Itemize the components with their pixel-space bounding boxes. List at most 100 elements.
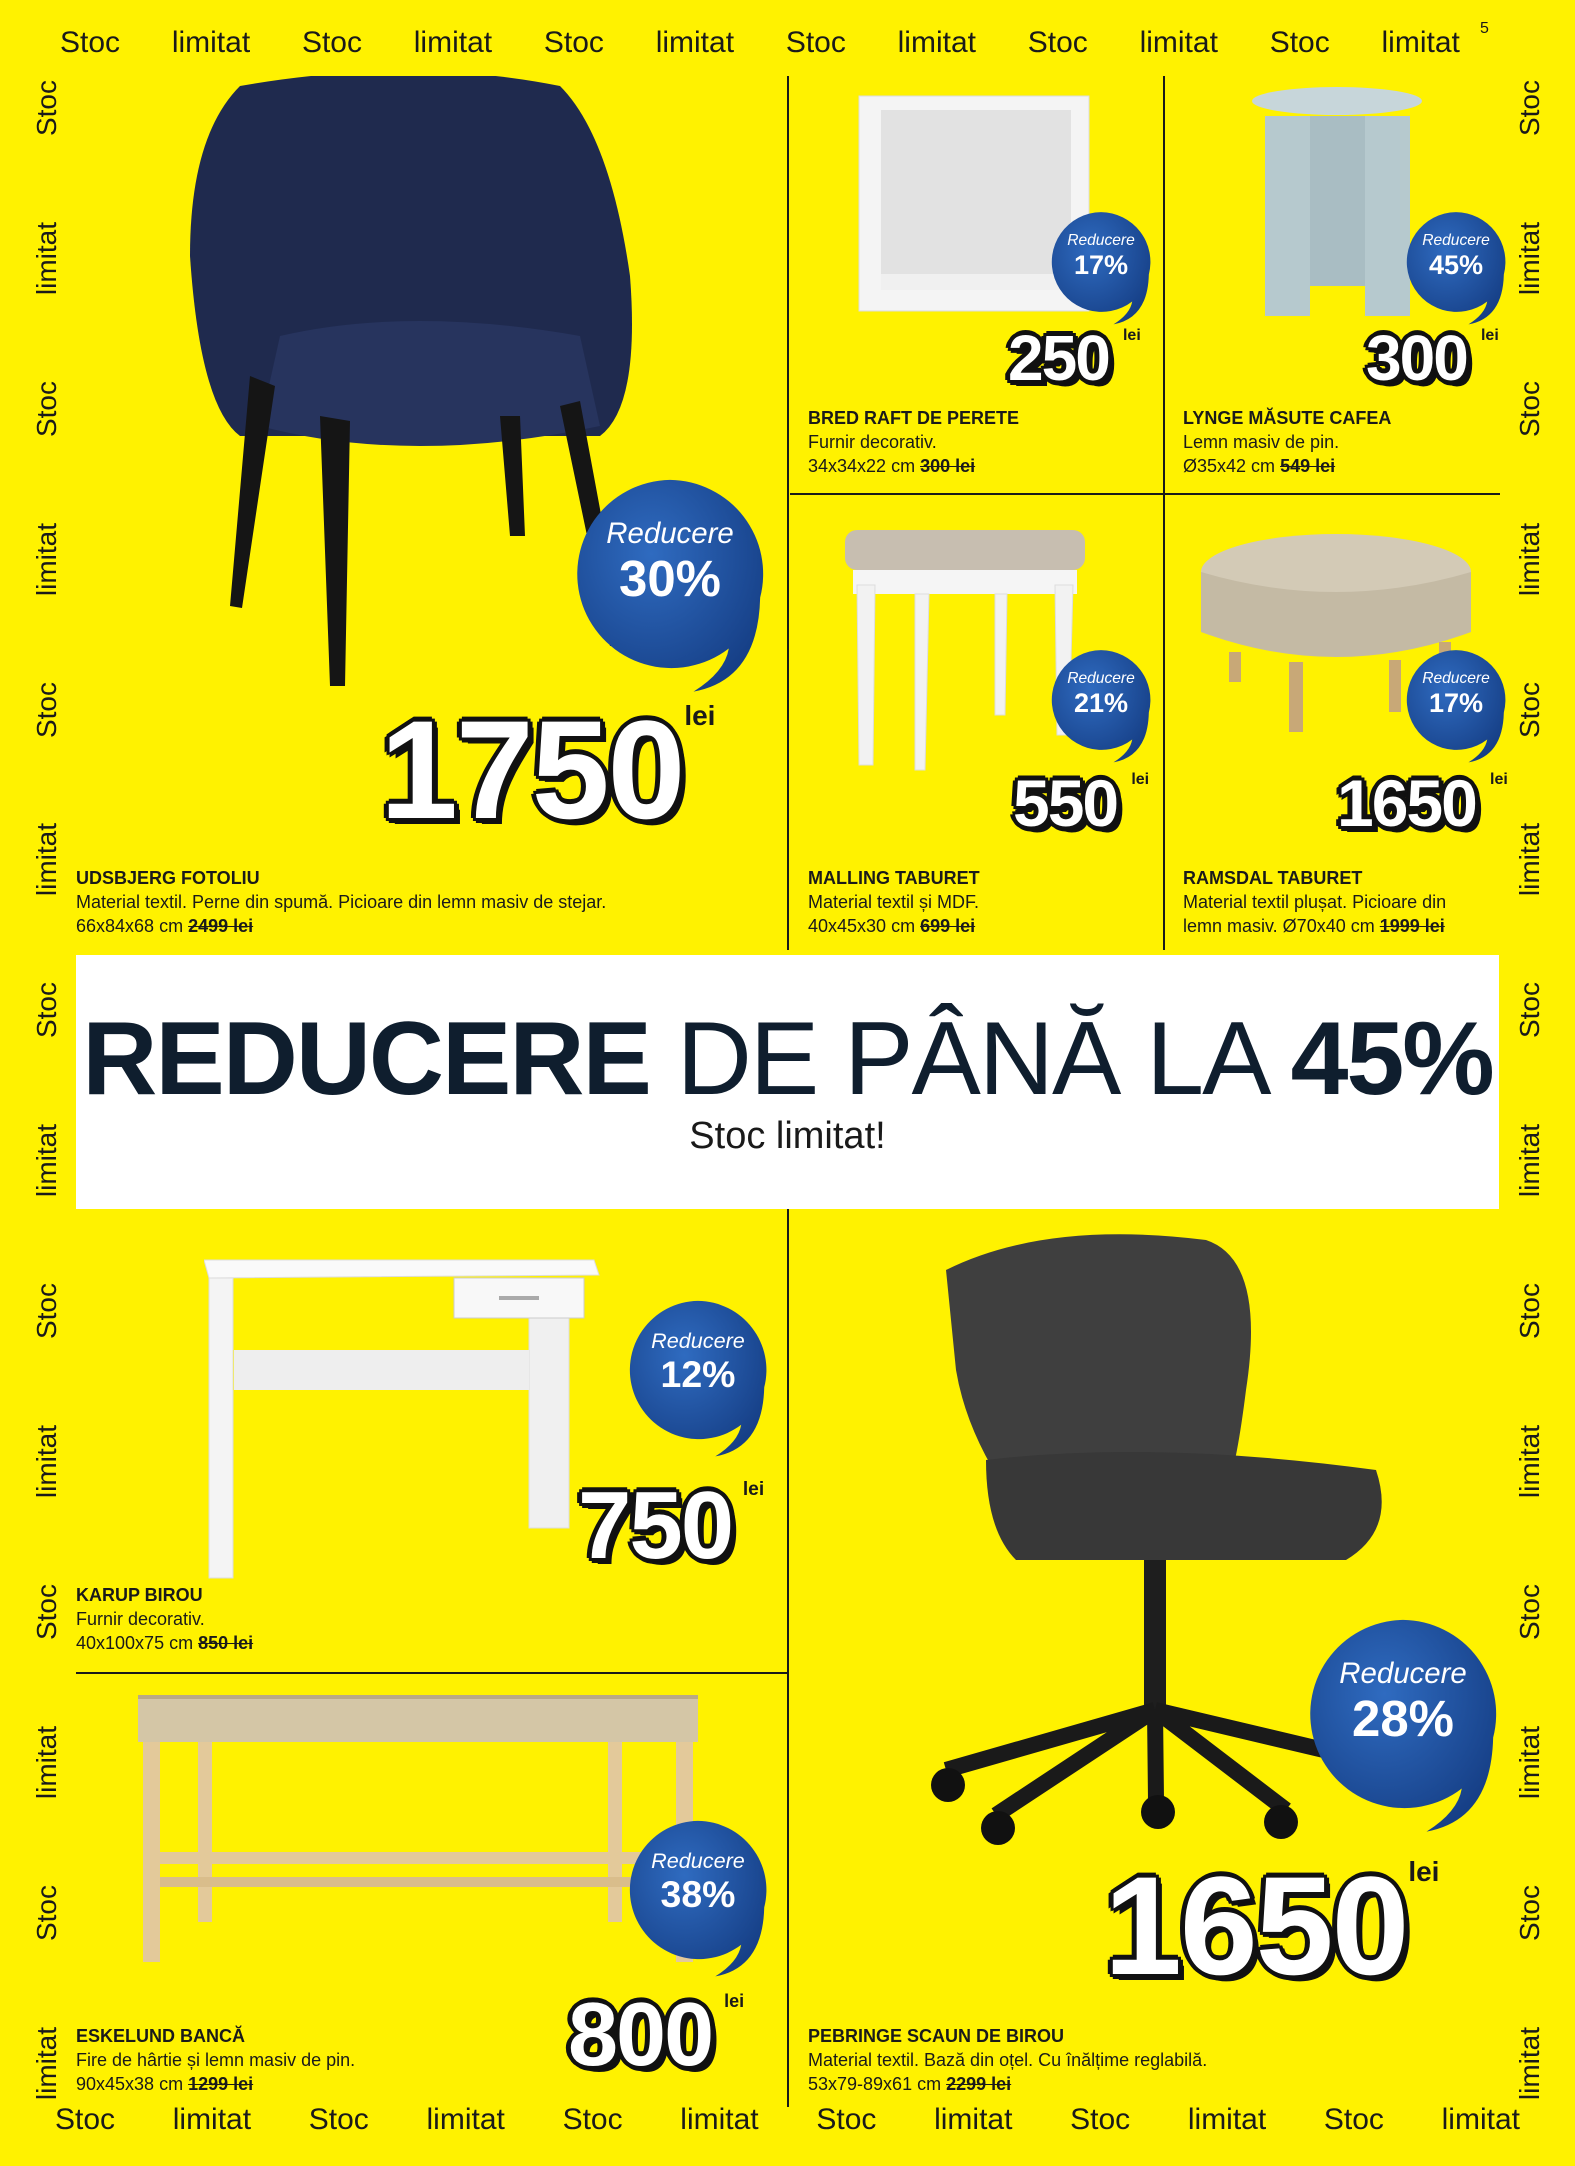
strip-text-stoc: Stoc (1070, 2103, 1131, 2136)
product-name: LYNGE MĂSUTE CAFEA (1183, 408, 1392, 428)
strip-text-stoc: Stoc (816, 2103, 877, 2136)
strip-text-limitat: limitat (1139, 26, 1218, 59)
stock-strip-left: Stoc limitat Stoc limitat Stoc limitat Stoc lim… (25, 80, 69, 2100)
strip-text-stoc: Stoc (301, 26, 362, 59)
product-name: RAMSDAL TABURET (1183, 868, 1363, 888)
badge-discount: 21% (1073, 687, 1129, 718)
sale-price: 1650 lei (1102, 1854, 1439, 1997)
product-description: Material textil. Perne din spumă. Picioa… (76, 892, 607, 912)
old-price: 1999 lei (1379, 916, 1445, 936)
discount-badge: Reducere 45% (1404, 210, 1508, 326)
strip-text-stoc: Stoc (1514, 1884, 1545, 1941)
strip-text-limitat: limitat (172, 2103, 252, 2136)
strip-text-stoc: Stoc (55, 2103, 116, 2136)
product-name: KARUP BIROU (76, 1585, 203, 1605)
strip-text-limitat: limitat (31, 1425, 62, 1499)
old-price: 699 lei (920, 916, 976, 936)
speech-bubble-icon (1406, 650, 1506, 763)
price-value: 750 (576, 1472, 735, 1579)
strip-text-stoc: Stoc (31, 80, 62, 137)
old-price: 549 lei (1280, 456, 1336, 476)
product-info: BRED RAFT DE PERETE Furnir decorativ. 34x3… (808, 406, 1019, 478)
product-info: UDSBJERG FOTOLIU Material textil. Perne d… (76, 866, 606, 938)
banner-subtitle: Stoc limitat! (689, 1115, 886, 1157)
sale-price: 550 lei (1011, 769, 1149, 838)
strip-text-stoc: Stoc (1514, 80, 1545, 137)
product-dimensions: 40x45x30 cm (808, 916, 916, 936)
price-value: 1650 (1336, 766, 1480, 840)
strip-text-stoc: Stoc (1514, 1584, 1545, 1641)
divider (1163, 76, 1165, 950)
product-description: Material textil. Bază din oțel. Cu înălț… (808, 2050, 1208, 2070)
sale-price: 800 lei (566, 1989, 744, 2082)
strip-text-limitat: limitat (31, 221, 62, 295)
strip-text-stoc: Stoc (31, 681, 62, 738)
product-dimensions: 66x84x68 cm (76, 916, 184, 936)
product-description: Lemn masiv de pin. (1183, 432, 1340, 452)
product-dimensions: 40x100x75 cm (76, 1633, 199, 1653)
discount-badge: Reducere 30% (572, 476, 768, 696)
stock-strip-bottom: Stoc limitat Stoc limitat Stoc limitat Stoc lim… (55, 2103, 1520, 2137)
strip-text-limitat: limitat (1514, 522, 1545, 596)
old-price: 2299 lei (946, 2074, 1012, 2094)
speech-bubble-icon (1051, 650, 1151, 763)
product-dimensions: 53x79-89x61 cm (808, 2074, 942, 2094)
banner-bold: REDUCERE (82, 1001, 652, 1117)
strip-text-stoc: Stoc (31, 1884, 62, 1941)
badge-label: Reducere (651, 1327, 745, 1353)
sale-price: 1650 lei (1336, 769, 1508, 838)
speech-bubble-icon (1310, 1619, 1497, 1832)
price-value: 250 (1007, 322, 1113, 394)
sale-banner: REDUCERE DE PÂNĂ LA 45% Stoc limitat! (76, 955, 1499, 1209)
product-dimensions: Ø35x42 cm (1183, 456, 1276, 476)
strip-text-stoc: Stoc (543, 26, 604, 59)
sale-price: 750 lei (576, 1476, 764, 1575)
old-price: 850 lei (198, 1633, 254, 1653)
strip-text-limitat: limitat (1441, 2103, 1520, 2136)
product-info: PEBRINGE SCAUN DE BIROU Material textil. … (808, 2024, 1207, 2096)
divider (787, 76, 789, 950)
product-description: Furnir decorativ. (808, 432, 937, 452)
strip-text-limitat: limitat (31, 522, 62, 596)
discount-badge: Reducere 17% (1049, 210, 1153, 326)
product-name: ESKELUND BANCĂ (76, 2026, 246, 2046)
strip-text-limitat: limitat (897, 26, 976, 59)
strip-text-stoc: Stoc (31, 1584, 62, 1641)
sale-price: 1750 lei (378, 698, 715, 841)
product-name: MALLING TABURET (808, 868, 980, 888)
product-name: BRED RAFT DE PERETE (808, 408, 1020, 428)
page-number: 5 (1480, 20, 1489, 37)
strip-text-limitat: limitat (1514, 1725, 1545, 1800)
strip-text-limitat: limitat (413, 26, 493, 59)
speech-bubble-icon (577, 479, 764, 692)
desk-icon (204, 1259, 600, 1579)
strip-text-stoc: Stoc (60, 26, 121, 59)
badge-label: Reducere (1422, 231, 1490, 249)
product-dimensions-row: 40x100x75 cm 850 lei (76, 1631, 253, 1655)
strip-text-limitat: limitat (1187, 2103, 1267, 2136)
strip-text-stoc: Stoc (1514, 681, 1545, 738)
badge-label: Reducere (1067, 669, 1135, 687)
bench-icon (138, 1695, 698, 1962)
discount-badge: Reducere 38% (626, 1818, 770, 1979)
divider (790, 493, 1500, 495)
product-info: RAMSDAL TABURET Material textil plușat. P… (1183, 866, 1446, 938)
product-dimensions-row: Ø35x42 cm 549 lei (1183, 454, 1391, 478)
wall-shelf-icon (858, 95, 1090, 312)
strip-text-limitat: limitat (1514, 221, 1545, 295)
currency-label: lei (1131, 771, 1150, 788)
badge-discount: 38% (660, 1872, 736, 1915)
strip-text-stoc: Stoc (1514, 380, 1545, 437)
badge-discount: 12% (660, 1352, 736, 1395)
product-dimensions-row: 40x45x30 cm 699 lei (808, 914, 980, 938)
strip-text-limitat: limitat (31, 1725, 62, 1800)
currency-label: lei (742, 1479, 765, 1500)
price-value: 300 (1365, 322, 1471, 394)
strip-text-limitat: limitat (1514, 1124, 1545, 1198)
badge-discount: 17% (1073, 249, 1129, 280)
sale-price: 300 lei (1365, 325, 1499, 392)
old-price: 300 lei (920, 456, 976, 476)
strip-text-stoc: Stoc (562, 2103, 623, 2136)
badge-label: Reducere (606, 517, 734, 551)
price-value: 1750 (378, 691, 686, 848)
